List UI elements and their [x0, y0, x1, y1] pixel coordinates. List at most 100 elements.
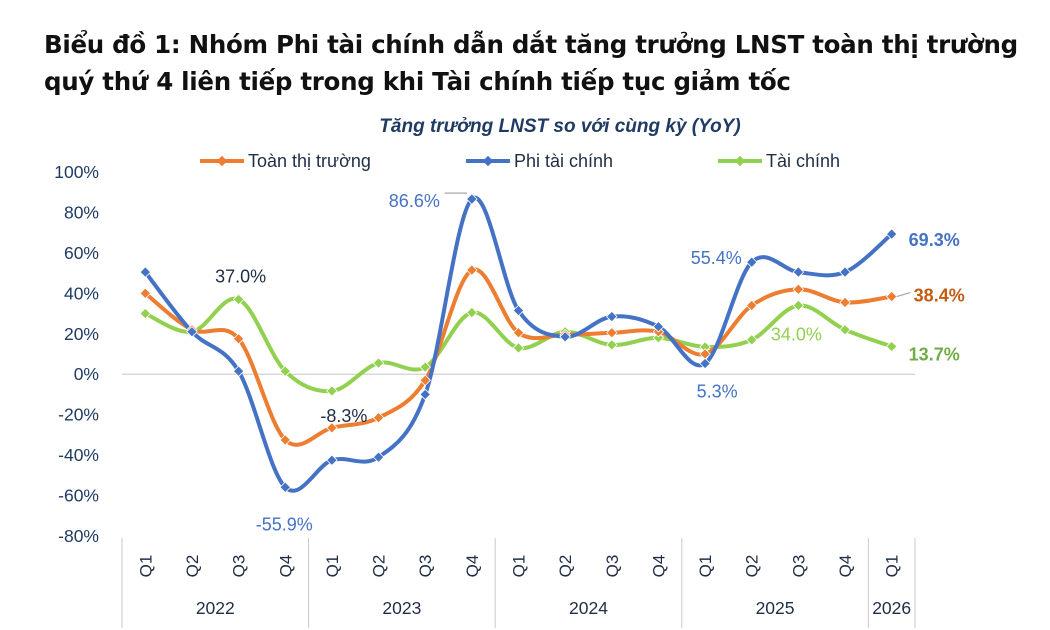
- data-point: [139, 266, 152, 278]
- series-markers: [139, 193, 898, 494]
- y-tick-label: 40%: [64, 283, 99, 303]
- data-point: [232, 365, 245, 377]
- data-point: [699, 357, 711, 370]
- data-point: [606, 310, 618, 323]
- data-point: [512, 327, 525, 339]
- x-tick-label: Q4: [463, 555, 482, 578]
- y-tick-label: 20%: [64, 324, 99, 344]
- data-point: [745, 256, 758, 268]
- data-point: [279, 434, 292, 446]
- data-point: [326, 454, 338, 466]
- year-label: 2023: [382, 598, 421, 618]
- x-tick-label: Q1: [883, 555, 902, 578]
- data-point: [139, 287, 152, 300]
- data-point: [652, 332, 665, 344]
- x-tick-label: Q4: [649, 555, 668, 578]
- data-point: [419, 361, 431, 373]
- data-point: [792, 283, 805, 296]
- x-tick-label: Q1: [510, 555, 529, 578]
- data-point: [559, 331, 571, 343]
- data-label: 86.6%: [389, 191, 440, 211]
- year-label: 2025: [756, 598, 795, 618]
- data-point: [372, 411, 385, 424]
- legend-marker: [216, 155, 228, 167]
- data-label: -8.3%: [320, 406, 367, 426]
- data-point: [326, 422, 338, 434]
- legend-label: Toàn thị trường: [248, 151, 371, 171]
- data-point: [372, 451, 385, 463]
- x-tick-label: Q1: [136, 555, 155, 578]
- data-point: [372, 357, 385, 369]
- x-tick-label: Q3: [789, 555, 808, 578]
- legend-marker: [734, 155, 746, 167]
- data-point: [466, 193, 478, 205]
- data-point: [839, 266, 851, 278]
- data-point: [466, 264, 478, 276]
- legend-label: Tài chính: [766, 151, 840, 171]
- y-tick-label: -80%: [58, 526, 99, 546]
- x-axis: Q1 Q2 Q3 Q4 Q1 Q2 Q3 Q4 Q1 Q2 Q3 Q4 Q1 Q2 Q3 Q4 Q1 2022 20…: [121, 373, 916, 628]
- data-point: [232, 333, 245, 345]
- legend-marker: [482, 155, 494, 167]
- y-tick-label: -60%: [58, 486, 99, 506]
- y-tick-label: 0%: [74, 364, 99, 384]
- data-point: [839, 323, 851, 336]
- y-tick-label: 100%: [54, 162, 99, 182]
- data-point: [419, 388, 431, 401]
- legend-label: Phi tài chính: [514, 151, 613, 171]
- data-point: [186, 325, 198, 338]
- y-axis: -80% -60% -40% -20% 0% 20% 40% 60% 80% 100%: [54, 162, 99, 546]
- data-point: [745, 334, 758, 346]
- data-point: [839, 296, 851, 309]
- data-label: 34.0%: [771, 324, 822, 344]
- data-label: 37.0%: [215, 266, 266, 286]
- series-line: [143, 296, 894, 394]
- x-tick-label: Q1: [323, 555, 342, 578]
- year-label: 2022: [196, 598, 235, 618]
- data-point: [652, 320, 665, 333]
- data-label: -55.9%: [256, 514, 313, 534]
- data-labels: 37.0% -8.3% -55.9% 86.6% 55.4% 5.3% 34.0% 69.3%…: [215, 191, 965, 534]
- data-point: [326, 385, 338, 397]
- year-label: 2024: [569, 598, 608, 618]
- data-point: [885, 290, 898, 303]
- y-tick-label: 80%: [64, 202, 99, 222]
- x-tick-label: Q4: [836, 555, 855, 578]
- legend: Toàn thị trường Phi tài chính Tài chính: [200, 151, 840, 171]
- year-label: 2026: [872, 598, 911, 618]
- y-tick-label: -40%: [58, 445, 99, 465]
- x-tick-label: Q3: [416, 555, 435, 578]
- data-point: [745, 299, 758, 312]
- data-point: [606, 327, 618, 339]
- x-tick-label: Q2: [370, 555, 389, 578]
- chart-heading: Biểu đồ 1: Nhóm Phi tài chính dẫn dắt tă…: [44, 26, 1034, 100]
- x-tick-label: Q2: [183, 555, 202, 578]
- data-point: [792, 299, 805, 312]
- data-point: [606, 339, 618, 351]
- data-point: [232, 293, 245, 306]
- data-point: [466, 306, 478, 319]
- data-point: [139, 307, 152, 320]
- x-tick-label: Q4: [276, 555, 295, 578]
- x-tick-label: Q3: [230, 555, 249, 578]
- x-tick-label: Q2: [556, 555, 575, 578]
- data-label: 55.4%: [691, 248, 742, 268]
- data-point: [419, 374, 431, 387]
- data-point: [792, 266, 805, 278]
- data-point: [512, 342, 525, 354]
- y-tick-label: 60%: [64, 243, 99, 263]
- heading-line-1: Biểu đồ 1: Nhóm Phi tài chính dẫn dắt tă…: [44, 30, 1018, 59]
- leader-line: [896, 291, 911, 298]
- x-tick-label: Q3: [603, 555, 622, 578]
- data-point: [279, 481, 292, 494]
- data-label: 38.4%: [914, 286, 965, 306]
- data-point: [885, 228, 898, 240]
- heading-line-2: quý thứ 4 liên tiếp trong khi Tài chính …: [44, 67, 791, 96]
- data-label: 69.3%: [909, 230, 960, 250]
- data-label: 5.3%: [697, 382, 738, 402]
- x-tick-label: Q1: [696, 555, 715, 578]
- data-label: 13.7%: [909, 345, 960, 365]
- data-point: [279, 365, 292, 377]
- data-point: [885, 340, 898, 353]
